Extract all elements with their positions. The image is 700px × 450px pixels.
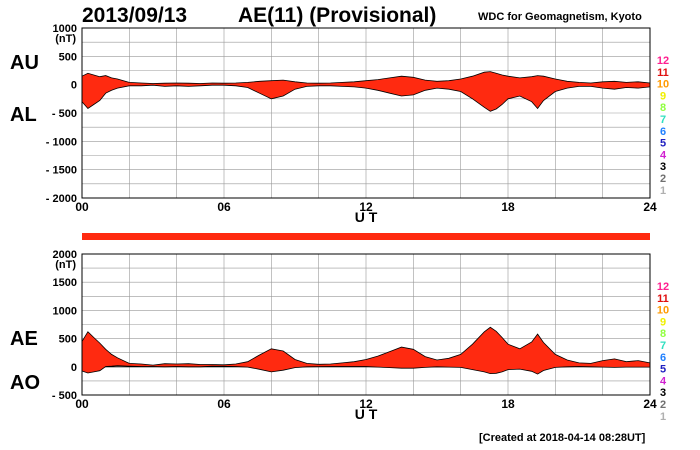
plot-frame bbox=[81, 27, 651, 199]
x-tick-label: 12 bbox=[359, 397, 373, 411]
station-count-label: 1 bbox=[660, 411, 666, 423]
index-title: AE(11) (Provisional) bbox=[238, 4, 437, 27]
station-count-label: 6 bbox=[660, 352, 666, 364]
series-line-al bbox=[81, 84, 651, 112]
station-count-label: 10 bbox=[657, 79, 669, 91]
station-count-label: 5 bbox=[660, 364, 666, 376]
station-count-label: 9 bbox=[660, 90, 666, 102]
y-tick-label: - 500 bbox=[52, 390, 77, 402]
created-timestamp: [Created at 2018-04-14 08:28UT] bbox=[479, 432, 646, 444]
y-unit-label: (nT) bbox=[55, 259, 76, 271]
x-axis-label: U T bbox=[355, 209, 378, 225]
station-count-label: 8 bbox=[660, 102, 666, 114]
area-fill-au-al bbox=[82, 71, 650, 112]
y-tick-label: 1000 bbox=[53, 23, 77, 35]
ae-label: AE bbox=[10, 328, 38, 350]
y-tick-label: 500 bbox=[59, 51, 77, 63]
station-count-label: 3 bbox=[660, 161, 666, 173]
station-count-label: 11 bbox=[657, 293, 669, 305]
station-count-label: 5 bbox=[660, 138, 666, 150]
station-count-label: 11 bbox=[657, 67, 669, 79]
y-tick-label: - 1000 bbox=[46, 136, 77, 148]
station-count-label: 2 bbox=[660, 173, 666, 185]
au-label: AU bbox=[10, 52, 39, 74]
y-tick-label: 0 bbox=[71, 80, 77, 92]
station-count-label: 10 bbox=[657, 305, 669, 317]
y-tick-label: - 1500 bbox=[46, 165, 77, 177]
y-tick-label: 2000 bbox=[53, 249, 77, 261]
y-tick-label: 0 bbox=[71, 362, 77, 374]
series-line-ae bbox=[81, 326, 651, 366]
station-count-label: 4 bbox=[660, 375, 667, 387]
source-label: WDC for Geomagnetism, Kyoto bbox=[478, 11, 642, 23]
y-tick-label: 1500 bbox=[53, 277, 77, 289]
al-label: AL bbox=[10, 104, 37, 126]
x-axis-label: U T bbox=[355, 406, 378, 422]
series-line-ao bbox=[81, 365, 650, 375]
y-tick-label: 500 bbox=[59, 334, 77, 346]
y-tick-label: 1000 bbox=[53, 305, 77, 317]
station-count-label: 7 bbox=[660, 114, 666, 126]
station-count-label: 6 bbox=[660, 126, 666, 138]
station-count-label: 4 bbox=[660, 149, 667, 161]
station-count-label: 8 bbox=[660, 328, 666, 340]
x-tick-label: 06 bbox=[217, 397, 231, 411]
station-count-label: 2 bbox=[660, 399, 666, 411]
station-count-label: 9 bbox=[660, 316, 666, 328]
series-line-au bbox=[81, 71, 651, 84]
ao-label: AO bbox=[10, 372, 40, 394]
area-fill-ae-ao bbox=[82, 327, 650, 375]
date-title: 2013/09/13 bbox=[82, 4, 188, 27]
station-count-label: 3 bbox=[660, 387, 666, 399]
x-tick-label: 18 bbox=[501, 397, 515, 411]
x-tick-label: 24 bbox=[643, 200, 657, 214]
y-tick-label: - 500 bbox=[52, 108, 77, 120]
x-tick-label: 24 bbox=[643, 397, 657, 411]
x-tick-label: 06 bbox=[217, 200, 231, 214]
station-count-label: 12 bbox=[657, 55, 669, 67]
x-tick-label: 00 bbox=[75, 200, 89, 214]
station-count-label: 7 bbox=[660, 340, 666, 352]
station-count-label: 12 bbox=[657, 281, 669, 293]
x-tick-label: 12 bbox=[359, 200, 373, 214]
x-tick-label: 18 bbox=[501, 200, 515, 214]
separator-bar bbox=[82, 233, 650, 240]
station-count-label: 1 bbox=[660, 185, 666, 197]
y-unit-label: (nT) bbox=[55, 33, 76, 45]
y-tick-label: - 2000 bbox=[46, 193, 77, 205]
plot-frame bbox=[81, 253, 651, 396]
x-tick-label: 00 bbox=[75, 397, 89, 411]
